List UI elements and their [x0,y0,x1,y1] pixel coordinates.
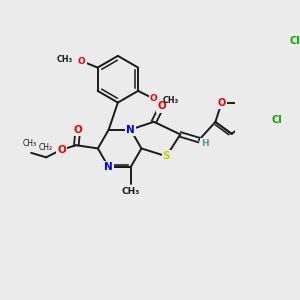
Text: O: O [218,98,226,108]
Text: O: O [57,145,66,155]
Text: O: O [78,57,85,66]
Text: O: O [149,94,157,103]
Text: CH₃: CH₃ [122,187,140,196]
Text: N: N [126,124,135,135]
Text: CH₃: CH₃ [22,139,37,148]
Text: O: O [157,101,166,112]
Text: S: S [163,151,170,161]
Text: O: O [74,125,82,135]
Text: CH₃: CH₃ [163,96,179,105]
Text: Cl: Cl [289,36,300,46]
Text: CH₃: CH₃ [56,55,72,64]
Text: Cl: Cl [271,115,282,125]
Text: CH₂: CH₂ [38,143,52,152]
Text: N: N [104,162,113,172]
Text: H: H [201,139,209,148]
